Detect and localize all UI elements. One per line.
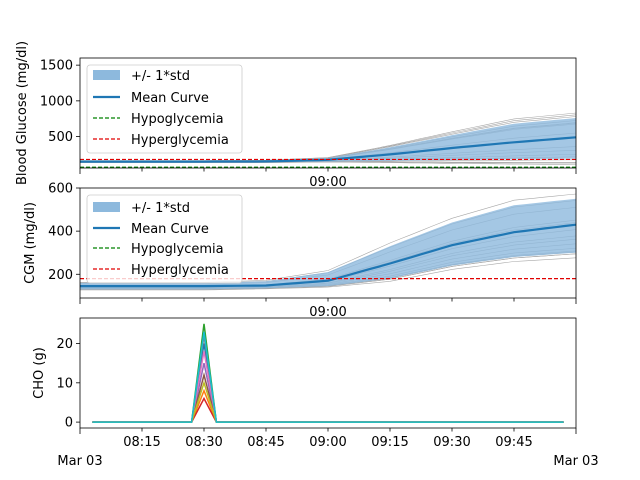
- panel-1-clip-group: [80, 112, 576, 168]
- bg-legend-hyper-label: Hyperglycemia: [131, 133, 229, 148]
- patient-trace: [80, 253, 576, 290]
- x-tick-label: 09:30: [433, 435, 470, 450]
- cho-y-ticks: 0 10 20: [56, 337, 80, 431]
- y-tick-label: 10: [56, 376, 73, 391]
- cgm-plot-area: [80, 193, 576, 291]
- bg-y-ticks: 500 1000 1500: [40, 59, 80, 145]
- cho-date-label-right: Mar 03: [553, 454, 598, 469]
- cho-date-label-left: Mar 03: [57, 454, 102, 469]
- bg-center-tick-label: 09:00: [309, 175, 346, 190]
- x-tick-label: 09:15: [371, 435, 408, 450]
- y-tick-label: 400: [48, 225, 73, 240]
- y-tick-label: 20: [56, 337, 73, 352]
- bg-legend-mean-label: Mean Curve: [131, 91, 209, 106]
- bg-legend-std-label: +/- 1*std: [131, 69, 190, 84]
- cgm-center-tick-label: 09:00: [309, 305, 346, 320]
- cgm-y-ticks: 200 400 600: [48, 182, 80, 283]
- y-tick-label: 1500: [40, 59, 73, 74]
- cho-series-line: [92, 331, 564, 423]
- x-tick-label: 09:00: [309, 435, 346, 450]
- x-tick-label: 08:30: [185, 435, 222, 450]
- cgm-legend: +/- 1*std Mean Curve Hypoglycemia Hyperg…: [86, 194, 243, 284]
- cgm-y-axis-label: CGM (mg/dl): [23, 202, 38, 284]
- patient-trace: [80, 257, 576, 291]
- bg-plot-area: [80, 112, 576, 168]
- cgm-x-ticks: [79, 298, 577, 304]
- y-tick-label: 200: [48, 268, 73, 283]
- cgm-legend-std-swatch: [93, 202, 120, 212]
- x-tick-label: 09:45: [495, 435, 532, 450]
- std-band: [80, 198, 576, 290]
- bg-legend: +/- 1*std Mean Curve Hypoglycemia Hyperg…: [86, 64, 243, 154]
- cgm-legend-std-label: +/- 1*std: [131, 201, 190, 216]
- cgm-legend-hypo-label: Hypoglycemia: [131, 242, 224, 257]
- cgm-panel: 200 400 600 09:00 CGM (mg/dl) +/- 1*std Me…: [23, 182, 577, 320]
- bg-legend-box: [86, 64, 243, 154]
- bg-legend-std-swatch: [93, 70, 120, 80]
- cho-panel: 0 10 20 08:15 08:30 08:45 09:00 09:15 09:30 09:4…: [32, 317, 599, 469]
- cgm-legend-box: [86, 194, 243, 284]
- cgm-legend-hyper-label: Hyperglycemia: [131, 263, 229, 278]
- y-tick-label: 0: [65, 416, 73, 431]
- cgm-legend-mean-label: Mean Curve: [131, 222, 209, 237]
- y-tick-label: 500: [48, 130, 73, 145]
- bg-x-ticks: [79, 168, 577, 174]
- cho-plot-area: [92, 323, 564, 423]
- y-tick-label: 600: [48, 182, 73, 197]
- bg-legend-hypo-label: Hypoglycemia: [131, 112, 224, 127]
- std-band: [80, 118, 576, 163]
- cho-x-ticks: 08:15 08:30 08:45 09:00 09:15 09:30 09:45: [79, 428, 577, 450]
- x-tick-label: 08:45: [247, 435, 284, 450]
- mean-curve: [80, 223, 576, 288]
- bg-y-axis-label: Blood Glucose (mg/dl): [15, 41, 30, 185]
- cho-y-axis-label: CHO (g): [32, 347, 47, 399]
- panel-2-clip-group: [80, 193, 576, 291]
- y-tick-label: 1000: [40, 94, 73, 109]
- x-tick-label: 08:15: [123, 435, 160, 450]
